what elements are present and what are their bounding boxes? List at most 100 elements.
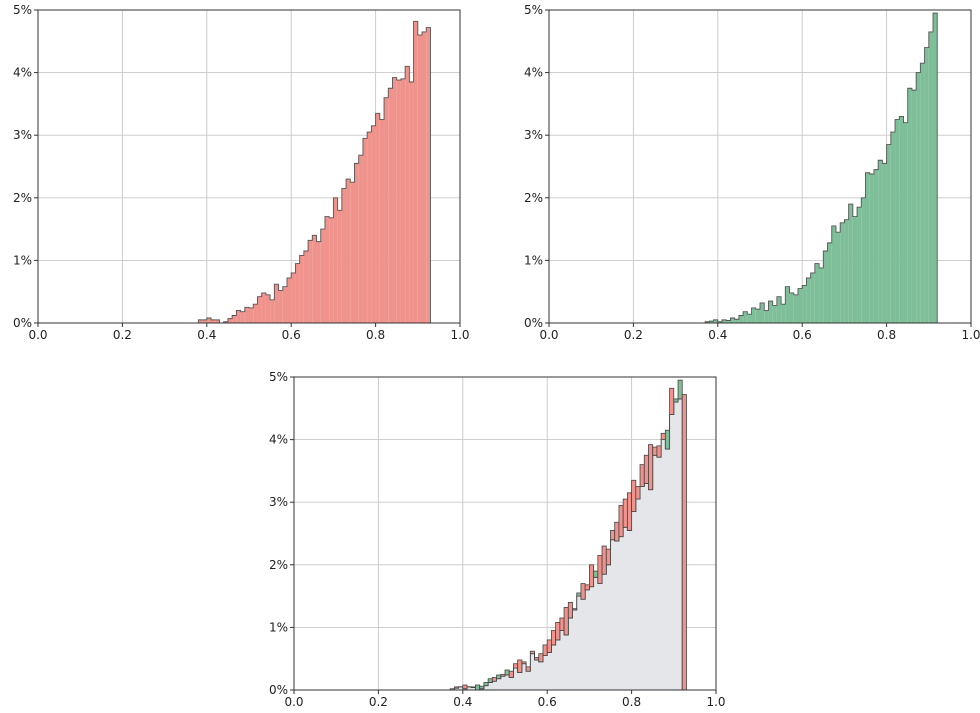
histogram-bar — [890, 132, 896, 323]
histogram-bar — [730, 317, 735, 323]
histogram-bar — [844, 219, 849, 323]
histogram-bar — [819, 267, 824, 323]
histogram-bar — [227, 318, 233, 323]
x-tick-label: 0.2 — [113, 328, 132, 342]
overlay-diff-red — [605, 548, 611, 566]
overlay-diff-red — [614, 521, 620, 542]
overlay-diff-green — [664, 429, 670, 450]
y-tick-label: 2% — [13, 191, 32, 205]
histogram-bar — [392, 77, 397, 323]
histogram-panel-bottom-overlay: 0.0 0.2 0.4 0.6 0.8 1.0 0% 1% 2% 3% 4% 5% — [269, 370, 726, 709]
histogram-bar — [384, 97, 389, 323]
histogram-bar — [367, 132, 372, 323]
y-tick-label: 3% — [524, 128, 543, 142]
histogram-bar — [346, 179, 351, 323]
histogram-bar — [232, 315, 237, 323]
histogram-bar — [717, 321, 723, 323]
x-tick-label: 1.0 — [706, 695, 725, 709]
overlay-diff-red — [580, 583, 586, 600]
histogram-bar — [375, 113, 380, 323]
histogram-bar — [358, 155, 363, 323]
histogram-bar — [354, 163, 359, 323]
histogram-bar — [337, 210, 342, 323]
histogram-bar — [882, 163, 887, 323]
overlay-diff-red — [610, 529, 616, 541]
overlay-diff-green — [677, 379, 683, 400]
overlay-diff-green — [496, 674, 502, 680]
y-tick-label: 3% — [13, 128, 32, 142]
histogram-bar — [920, 63, 925, 324]
histogram-bar — [422, 31, 427, 323]
histogram-bar — [755, 309, 760, 323]
histogram-bar — [223, 321, 228, 323]
histogram-bar — [814, 263, 820, 323]
histogram-bar — [202, 319, 207, 323]
overlay-diff-red — [626, 492, 633, 531]
histogram-bar — [362, 138, 368, 323]
histogram-bar — [333, 197, 338, 323]
overlay-diff-red — [572, 608, 578, 611]
overlay-diff-green — [475, 684, 481, 691]
x-tick-label: 1.0 — [450, 328, 469, 342]
x-tick-label: 0.2 — [624, 328, 643, 342]
y-tick-label: 1% — [13, 253, 32, 267]
histogram-step-outline — [704, 12, 938, 323]
histogram-bar — [878, 160, 883, 323]
overlay-diff-red — [453, 686, 459, 689]
histogram-bar — [764, 310, 769, 323]
histogram-bar — [848, 204, 853, 323]
overlay-diff-green — [576, 592, 582, 597]
overlay-diff-red — [546, 639, 552, 653]
histogram-bar — [426, 27, 431, 323]
overlay-diff-red — [669, 387, 675, 415]
histogram-bar — [299, 255, 304, 323]
overlay-diff-red — [521, 661, 527, 665]
histogram-bar — [768, 301, 773, 323]
histogram-bar — [747, 314, 752, 323]
overlay-diff-red — [652, 446, 658, 456]
histogram-bar — [396, 80, 401, 323]
x-tick-label: 0.4 — [708, 328, 727, 342]
overlay-diff-red — [517, 659, 523, 673]
overlay-diff-green — [479, 685, 485, 690]
overlay-diff-red — [559, 617, 565, 631]
histogram-bar — [265, 294, 271, 323]
histogram-bar — [924, 47, 929, 324]
x-tick-label: 0.0 — [284, 695, 303, 709]
histogram-bar — [270, 299, 275, 323]
y-tick-label: 0% — [524, 316, 543, 330]
overlay-diff-red — [462, 684, 468, 690]
overlay-diff-red — [542, 644, 548, 656]
y-tick-label: 5% — [524, 3, 543, 17]
overlay-diff-red — [500, 673, 506, 677]
y-tick-label: 0% — [269, 683, 288, 697]
histogram-bar — [772, 305, 777, 323]
histogram-bar — [278, 290, 283, 323]
overlay-diff-red — [681, 394, 687, 691]
histogram-bar — [857, 207, 862, 323]
histogram-bar — [835, 232, 841, 323]
histogram-bar — [785, 286, 790, 323]
histogram-bar — [282, 286, 287, 323]
histogram-bar — [726, 320, 731, 323]
overlay-diff-red — [660, 432, 666, 440]
y-tick-label: 1% — [524, 253, 543, 267]
histogram-bar — [240, 311, 245, 323]
histogram-bar — [865, 172, 870, 323]
overlay-diff-red — [563, 606, 569, 636]
histogram-bar — [743, 311, 748, 323]
histogram-bar — [198, 319, 203, 323]
overlay-diff-red — [513, 663, 519, 669]
y-tick-label: 4% — [13, 66, 32, 80]
histogram-bar — [257, 296, 262, 323]
histogram-bar — [274, 284, 279, 323]
histogram-bar — [320, 229, 325, 323]
histogram-bar — [705, 321, 710, 323]
histogram-bar — [810, 272, 815, 323]
histogram-bar — [236, 310, 241, 323]
histogram-bar — [781, 304, 786, 323]
x-tick-label: 0.4 — [453, 695, 472, 709]
x-tick-label: 0.0 — [539, 328, 558, 342]
histogram-bar — [244, 307, 249, 323]
